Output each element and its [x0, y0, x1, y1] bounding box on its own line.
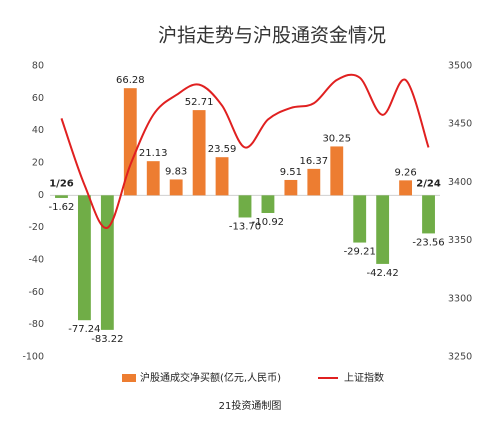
bar [284, 179, 298, 196]
y2-tick-label: 3300 [448, 293, 472, 304]
data-label: 30.25 [322, 133, 351, 144]
y2-tick-label: 3500 [448, 61, 472, 72]
data-label: -42.42 [367, 268, 399, 279]
bar [330, 146, 344, 196]
data-label: -29.21 [344, 247, 376, 258]
data-label: -23.56 [412, 237, 444, 248]
legend-label: 上证指数 [344, 371, 384, 384]
y-tick-label: 20 [32, 158, 44, 169]
data-label: -77.24 [68, 324, 100, 335]
footer: 21投资通制图 [219, 399, 282, 412]
bar [169, 179, 183, 196]
y-tick-label: -100 [22, 352, 44, 363]
y2-tick-label: 3350 [448, 235, 472, 246]
data-label: 9.26 [394, 167, 416, 178]
category-label: 1/26 [49, 178, 74, 189]
line [60, 73, 430, 229]
y-tick-label: -60 [28, 287, 44, 298]
category-label: 2/24 [416, 178, 441, 189]
y2-tick-label: 3400 [448, 177, 472, 188]
bar [238, 195, 252, 218]
y-tick-label: -80 [28, 319, 44, 330]
bar [215, 157, 229, 196]
bar [192, 110, 206, 196]
legend-swatch [122, 374, 136, 382]
y-tick-label: 60 [32, 93, 44, 104]
y-tick-label: -20 [28, 222, 44, 233]
data-label: -83.22 [91, 334, 123, 345]
bar [55, 195, 68, 198]
data-label: 66.28 [116, 75, 145, 86]
data-label: 21.13 [139, 148, 168, 159]
y-tick-label: 80 [32, 61, 44, 72]
y2-tick-label: 3450 [448, 119, 472, 130]
y-tick-label: 40 [32, 125, 44, 136]
data-label: -10.92 [252, 217, 284, 228]
data-label: 9.51 [280, 167, 302, 178]
chart-title: 沪指走势与沪股通资金情况 [158, 25, 386, 47]
data-label: 16.37 [300, 156, 329, 167]
y2-tick-label: 3250 [448, 352, 472, 363]
bar [422, 195, 435, 234]
bar [261, 195, 275, 213]
data-label: -13.70 [229, 221, 261, 232]
bar [100, 195, 114, 330]
bar [123, 88, 137, 196]
bar [353, 195, 367, 243]
bar [307, 168, 321, 196]
bar [77, 195, 91, 321]
y-tick-label: 0 [38, 190, 44, 201]
data-label: -1.62 [49, 202, 75, 213]
bar [146, 161, 160, 196]
data-label: 52.71 [185, 97, 214, 108]
y-tick-label: -40 [28, 255, 44, 266]
data-label: 9.83 [165, 166, 187, 177]
data-label: 23.59 [208, 144, 237, 155]
bar [399, 180, 413, 196]
bar [376, 195, 390, 264]
legend-label: 沪股通成交净买额(亿元,人民币) [140, 371, 281, 384]
